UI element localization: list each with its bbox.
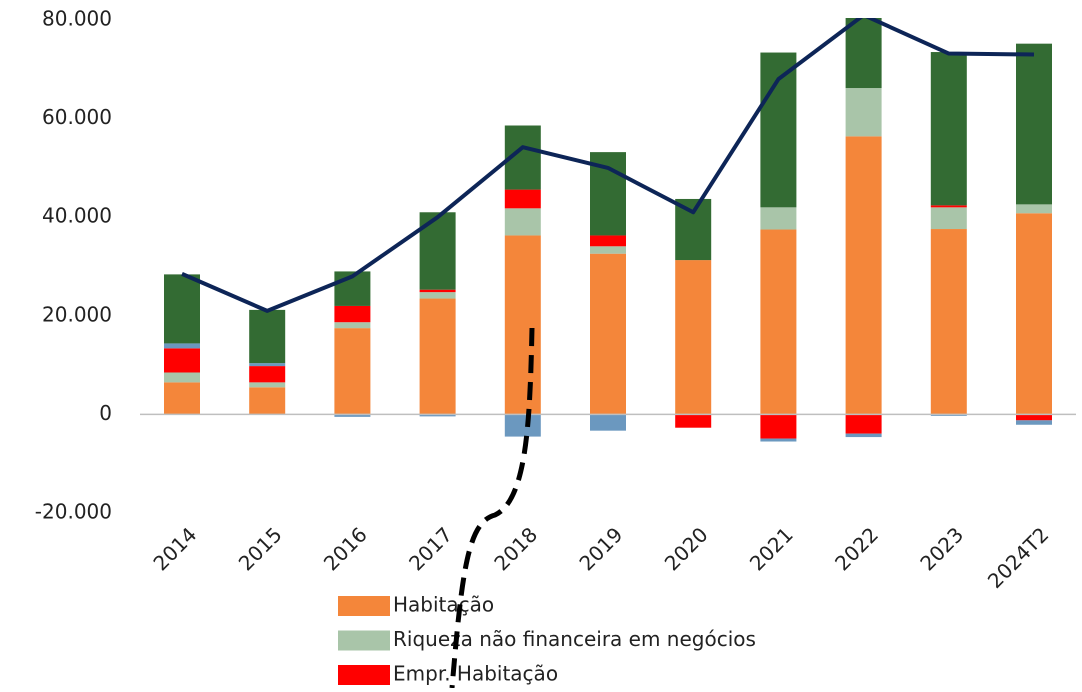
x-tick-label: 2021	[745, 522, 798, 575]
bar-segment	[760, 438, 797, 442]
legend-swatch	[338, 665, 390, 685]
bar-segment	[249, 382, 286, 388]
bar-segment	[504, 235, 541, 415]
annotation-stroke	[449, 327, 535, 689]
bar-segment	[249, 363, 286, 367]
bar-segment	[504, 414, 541, 437]
y-tick-label: 0	[99, 401, 112, 425]
bar-segment	[590, 414, 626, 431]
x-tick-label: 2016	[319, 522, 372, 575]
bar-segment	[419, 414, 456, 417]
x-tick-label: 2014	[148, 522, 201, 575]
bar-segment	[164, 348, 200, 373]
bar-segment	[504, 189, 541, 209]
bar-segment	[419, 292, 456, 299]
bar-segment	[334, 328, 371, 415]
bar-segment	[1016, 420, 1052, 425]
bar-segment	[930, 205, 967, 208]
bar-segment	[760, 414, 797, 439]
bar-segment	[334, 305, 371, 323]
legend-swatch	[338, 596, 390, 616]
x-tick-label: 2022	[830, 522, 883, 575]
bar-segment	[334, 322, 371, 329]
legend-swatch	[338, 630, 390, 651]
bar-segment	[675, 260, 712, 415]
bar-segment	[930, 52, 967, 206]
x-tick-label: 2024T2	[983, 522, 1054, 593]
bar-segment	[590, 246, 626, 254]
bar-segment	[930, 207, 967, 230]
bar-segment	[1016, 204, 1052, 214]
legend-label: Habitação	[393, 593, 494, 617]
bar-segment	[249, 387, 286, 415]
bar-segment	[845, 88, 882, 137]
bar-segment	[164, 382, 200, 415]
bar-segment	[675, 198, 712, 261]
bar-segment	[675, 414, 712, 428]
y-tick-label: 60.000	[42, 105, 112, 129]
x-tick-label: 2023	[915, 522, 968, 575]
bar-segment	[504, 208, 541, 236]
y-tick-label: 80.000	[42, 7, 112, 31]
bar-segment	[164, 274, 200, 344]
bar-segment	[590, 235, 626, 247]
y-tick-label: 40.000	[42, 204, 112, 228]
bar-segment	[760, 52, 797, 208]
bar-segment	[845, 136, 882, 415]
bar-segment	[590, 253, 626, 415]
bar-segment	[249, 366, 286, 383]
legend-label: Riqueza não financeira em negócios	[393, 627, 756, 651]
x-tick-label: 2018	[489, 522, 542, 575]
bar-segment	[419, 298, 456, 415]
bar-segment	[930, 229, 967, 415]
legend-label: Empr. Habitação	[393, 662, 558, 686]
bar-segment	[1016, 213, 1052, 415]
plot-area	[164, 18, 1052, 442]
y-tick-label: -20.000	[35, 500, 112, 524]
line-series	[181, 18, 1035, 313]
y-tick-label: 20.000	[42, 302, 112, 326]
x-tick-label: 2019	[574, 522, 627, 575]
bar-segment	[419, 289, 456, 293]
bar-segment	[334, 414, 371, 417]
bar-segment	[845, 18, 882, 89]
bar-segment	[249, 309, 286, 364]
x-tick-label: 2020	[660, 522, 713, 575]
bar-segment	[1016, 414, 1052, 421]
bar-segment	[164, 372, 200, 383]
bar-segment	[1016, 43, 1052, 205]
bar-segment	[845, 433, 882, 438]
bar-segment	[845, 414, 882, 434]
x-tick-label: 2015	[234, 522, 287, 575]
bar-segment	[760, 207, 797, 230]
x-tick-label: 2017	[404, 522, 457, 575]
bar-segment	[760, 229, 797, 415]
bar-segment	[164, 343, 200, 349]
